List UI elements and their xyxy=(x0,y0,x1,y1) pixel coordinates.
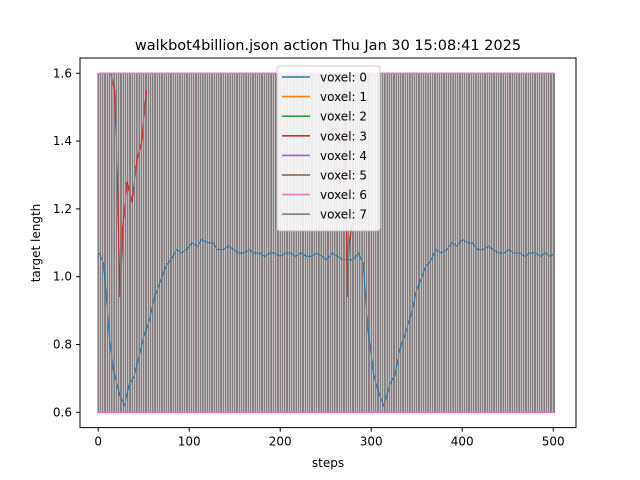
legend-label: voxel: 5 xyxy=(320,169,367,183)
series-envelope-voxel-0 xyxy=(98,238,555,408)
y-tick-label: 1.4 xyxy=(53,134,72,148)
y-axis-label: target length xyxy=(29,204,43,283)
y-tick-label: 0.8 xyxy=(53,338,72,352)
legend-label: voxel: 7 xyxy=(320,208,367,222)
x-axis-label: steps xyxy=(312,456,344,470)
series-overlay-voxel-7 xyxy=(97,73,554,413)
legend-label: voxel: 6 xyxy=(320,188,367,202)
legend: voxel: 0 voxel: 1 voxel: 2 voxel: 3 voxel: 4… xyxy=(276,65,381,232)
chart-title: walkbot4billion.json action Thu Jan 30 1… xyxy=(135,38,521,54)
x-tick-label: 200 xyxy=(269,435,292,449)
x-axis: 0 100 200 300 400 500 xyxy=(94,427,565,449)
legend-label: voxel: 0 xyxy=(320,71,367,85)
y-tick-label: 1.6 xyxy=(53,66,72,80)
y-tick-label: 0.6 xyxy=(53,405,72,419)
legend-label: voxel: 2 xyxy=(320,110,367,124)
legend-label: voxel: 1 xyxy=(320,90,367,104)
legend-label: voxel: 4 xyxy=(320,149,367,163)
x-tick-label: 100 xyxy=(178,435,201,449)
y-axis: 0.6 0.8 1.0 1.2 1.4 1.6 xyxy=(53,66,80,419)
x-tick-label: 0 xyxy=(94,435,102,449)
x-tick-label: 300 xyxy=(360,435,383,449)
plot-frame xyxy=(79,57,577,429)
x-tick-label: 500 xyxy=(542,435,565,449)
y-tick-label: 1.0 xyxy=(53,270,72,284)
y-tick-label: 1.2 xyxy=(53,202,72,216)
legend-label: voxel: 3 xyxy=(320,129,367,143)
x-tick-label: 400 xyxy=(451,435,474,449)
legend-box xyxy=(276,65,381,232)
